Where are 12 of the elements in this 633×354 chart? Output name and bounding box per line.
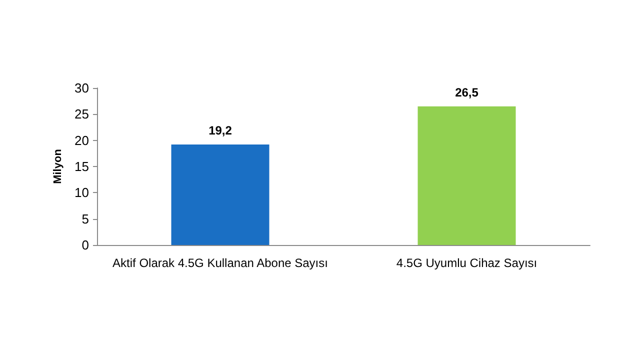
- data-label: 19,2: [208, 124, 232, 138]
- y-tick-label: 15: [74, 159, 89, 174]
- y-tick-label: 10: [74, 185, 89, 200]
- y-tick-label: 20: [74, 132, 89, 148]
- y-tick-label: 25: [74, 106, 89, 122]
- y-tick-label: 5: [82, 211, 89, 226]
- y-tick-label: 0: [82, 238, 89, 252]
- y-axis-title: Milyon: [52, 148, 64, 184]
- data-label: 26,5: [455, 85, 479, 100]
- x-tick-label: Aktif Olarak 4.5G Kullanan Abone Sayısı: [112, 256, 328, 270]
- y-tick-label: 30: [74, 80, 89, 96]
- x-tick-label: 4.5G Uyumlu Cihaz Sayısı: [396, 256, 538, 270]
